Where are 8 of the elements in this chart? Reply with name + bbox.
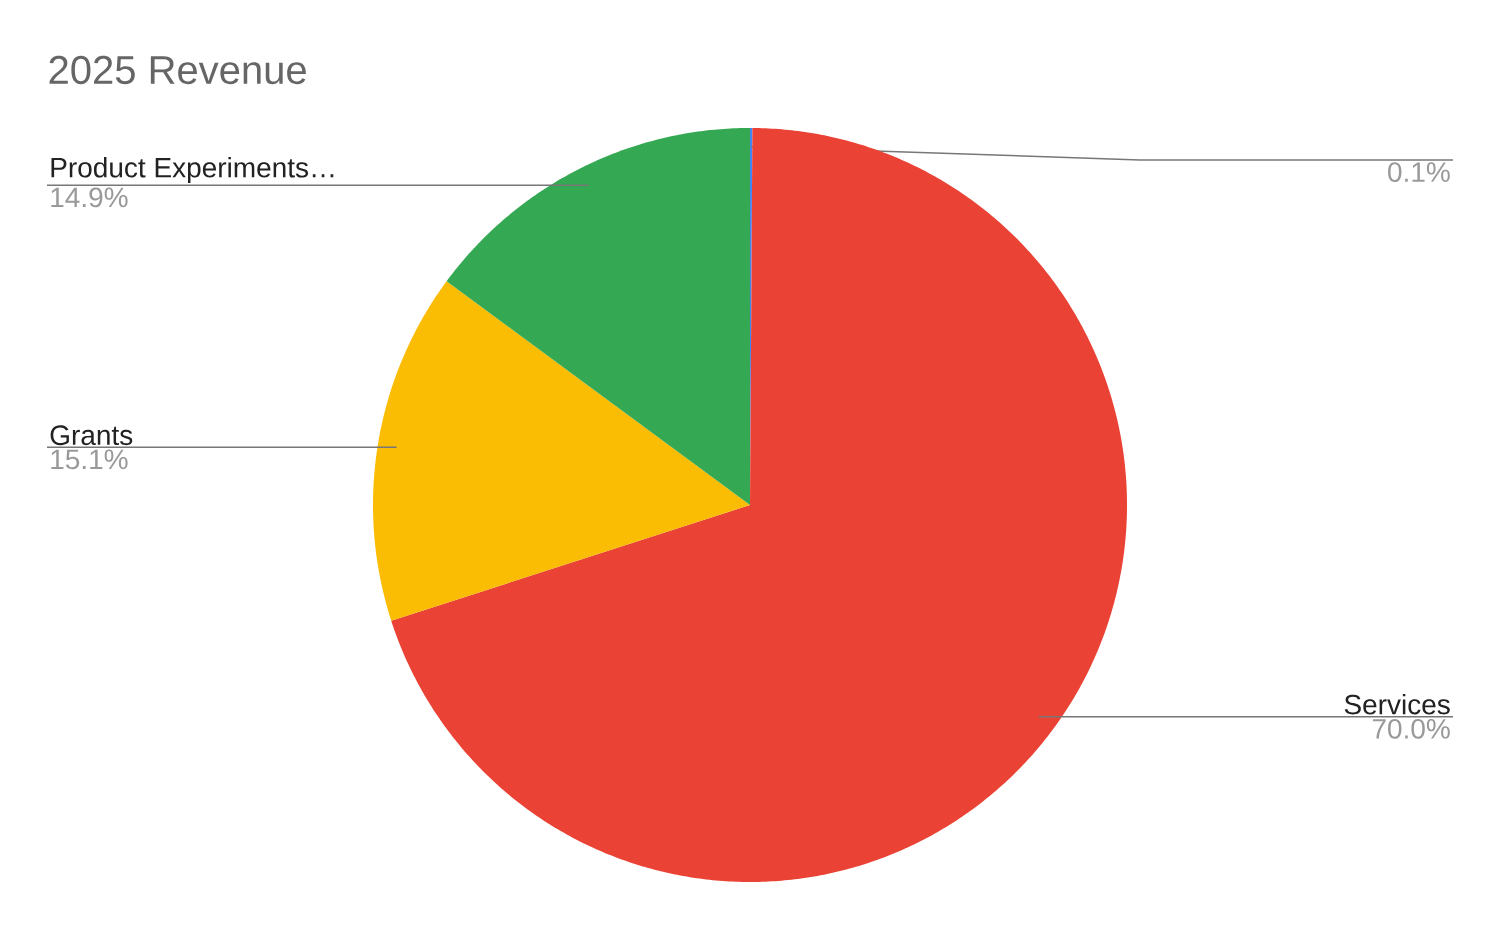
data-label: 70.0%: [1372, 718, 1450, 739]
data-label: 15.1%: [51, 449, 128, 470]
data-label: 14.9%: [51, 187, 128, 208]
slice-label: Product Experiments…: [51, 156, 334, 184]
data-label: 0.1%: [1388, 162, 1450, 182]
slice-label: Grants: [50, 425, 133, 446]
chart-title: 2025 Revenue: [49, 55, 306, 85]
slice-label: Services: [1344, 693, 1450, 715]
